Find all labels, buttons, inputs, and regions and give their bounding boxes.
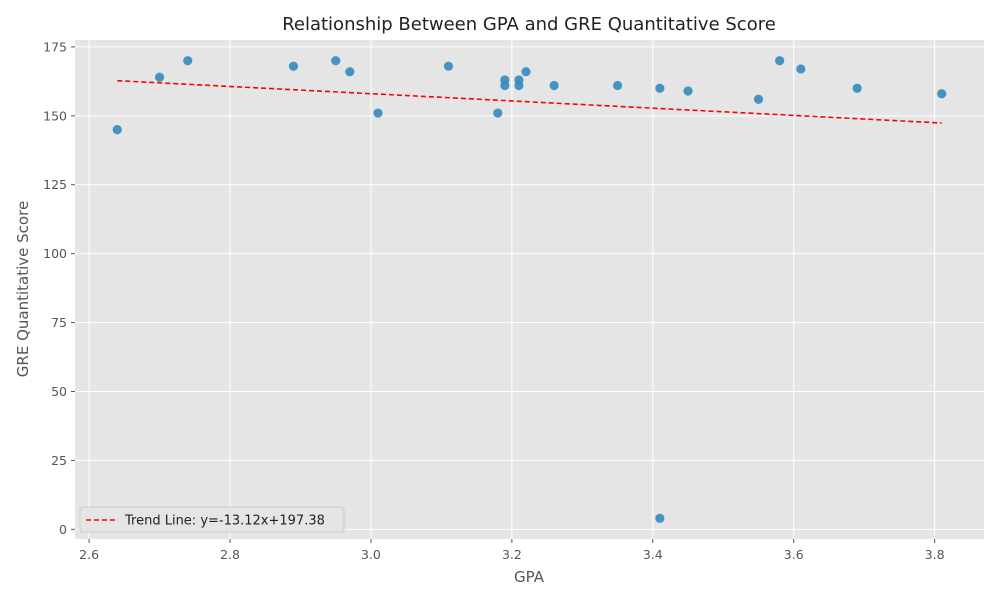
data-point <box>500 75 510 85</box>
data-point <box>493 108 503 118</box>
x-tick-label: 2.6 <box>79 547 99 562</box>
y-tick-label: 125 <box>43 177 67 192</box>
x-tick-label: 2.8 <box>220 547 240 562</box>
data-point <box>612 80 623 91</box>
legend-box <box>79 506 345 533</box>
data-point <box>331 56 341 66</box>
data-point <box>683 86 693 96</box>
data-points <box>112 56 947 523</box>
y-axis-ticks: 0 25 50 75 100 125 150 175 <box>43 39 75 537</box>
x-tick-label: 3.2 <box>502 547 522 562</box>
y-tick-label: 150 <box>43 108 67 123</box>
data-point <box>796 64 806 74</box>
data-point <box>288 61 299 71</box>
data-point <box>937 89 947 99</box>
data-point <box>514 75 524 85</box>
y-tick-label: 175 <box>43 39 67 54</box>
data-point <box>852 83 862 93</box>
plot-area <box>75 40 984 539</box>
data-point <box>154 72 165 82</box>
data-point <box>183 56 193 66</box>
x-axis-ticks: 2.6 2.8 3.0 3.2 3.4 3.6 3.8 <box>79 539 945 562</box>
data-point <box>521 67 531 77</box>
data-point <box>655 513 665 523</box>
legend-trend-label: Trend Line: y=-13.12x+197.38 <box>124 514 325 529</box>
x-axis-label: GPA <box>514 568 545 586</box>
y-tick-label: 75 <box>51 315 67 330</box>
x-tick-label: 3.0 <box>361 547 381 562</box>
y-tick-label: 25 <box>51 453 67 468</box>
x-tick-label: 3.6 <box>784 547 804 562</box>
y-tick-label: 100 <box>43 246 67 261</box>
data-point <box>655 83 665 93</box>
data-point <box>549 80 559 91</box>
data-point <box>345 67 355 77</box>
data-point <box>443 61 454 71</box>
x-tick-label: 3.4 <box>643 547 663 562</box>
data-point <box>775 56 785 66</box>
chart-title: Relationship Between GPA and GRE Quantit… <box>282 14 776 35</box>
legend: Trend Line: y=-13.12x+197.38 <box>79 506 345 533</box>
grid-lines <box>75 40 984 539</box>
y-tick-label: 50 <box>51 384 67 399</box>
trend-line-layer <box>117 79 942 124</box>
y-tick-label: 0 <box>59 522 67 537</box>
trend-line <box>117 79 942 124</box>
y-axis-label: GRE Quantitative Score <box>14 201 32 377</box>
data-point <box>753 94 764 104</box>
x-tick-label: 3.8 <box>925 547 945 562</box>
data-point <box>112 124 122 135</box>
data-point <box>373 108 383 118</box>
